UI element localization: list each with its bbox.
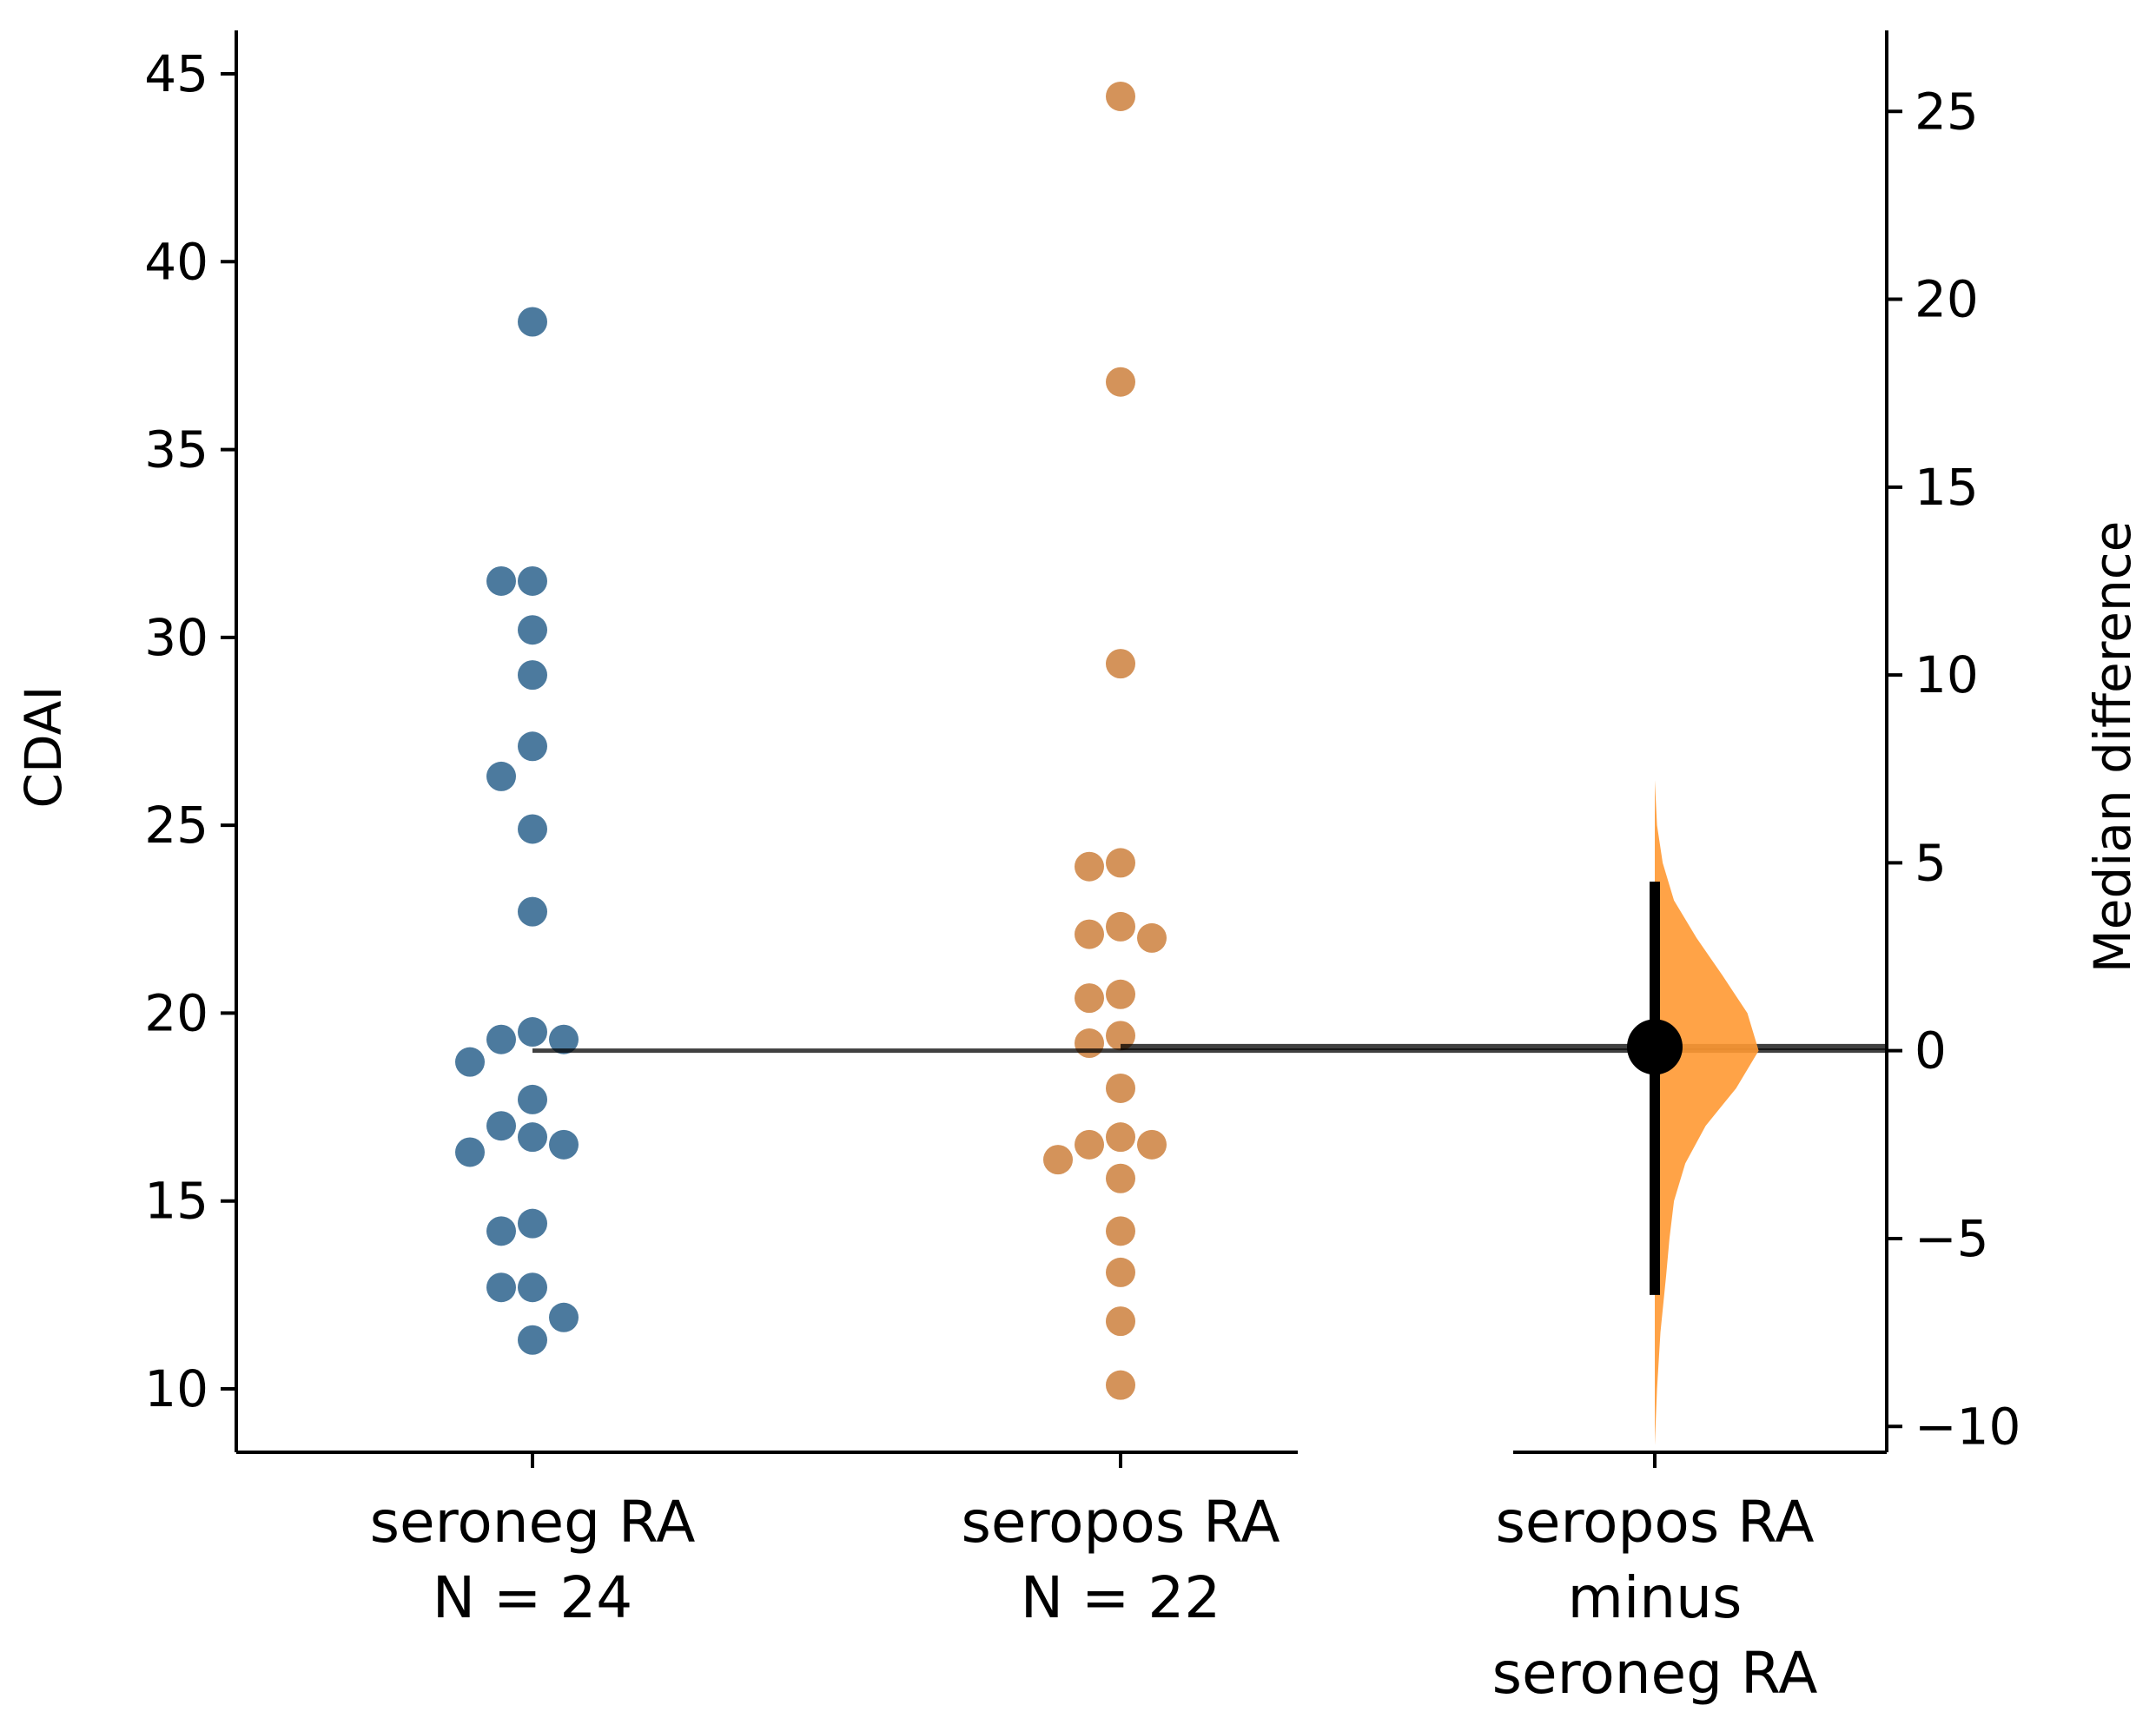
point-group1-1 [518, 565, 547, 596]
point-group2-8 [1106, 979, 1135, 1009]
group-1-n: N = 24 [433, 1564, 633, 1631]
point-group2-17 [1106, 1163, 1135, 1193]
point-group2-7 [1137, 922, 1167, 953]
right-tick-label--10: −10 [1915, 1397, 2020, 1456]
point-group1-11 [549, 1024, 579, 1054]
point-group2-21 [1106, 1370, 1135, 1400]
right-tick-label-5: 5 [1915, 833, 1947, 892]
point-group2-18 [1106, 1216, 1135, 1246]
point-group1-2 [486, 565, 516, 596]
point-group1-9 [518, 1017, 547, 1048]
left-tick-label-30: 30 [144, 608, 208, 667]
point-group1-5 [518, 731, 547, 762]
difference-layer [532, 780, 1887, 1445]
point-group1-6 [486, 761, 516, 791]
group-2-name: seropos RA [961, 1489, 1280, 1556]
point-group1-15 [518, 1122, 547, 1153]
point-group2-13 [1106, 1122, 1135, 1153]
point-group2-16 [1043, 1145, 1073, 1175]
point-group2-15 [1137, 1129, 1167, 1160]
left-axis-title: CDAI [14, 686, 73, 809]
point-group1-23 [518, 1325, 547, 1355]
left-tick-label-20: 20 [144, 983, 208, 1042]
point-group2-11 [1075, 1028, 1104, 1059]
point-group1-16 [549, 1129, 579, 1160]
right-tick-label-0: 0 [1915, 1021, 1947, 1081]
point-group1-0 [518, 307, 547, 337]
median-difference-point [1627, 1019, 1683, 1075]
point-group1-8 [518, 896, 547, 927]
point-group1-4 [518, 660, 547, 691]
right-tick-label-25: 25 [1915, 82, 1979, 141]
point-group1-21 [486, 1272, 516, 1303]
point-group2-20 [1106, 1306, 1135, 1337]
point-group1-7 [518, 814, 547, 844]
point-group2-19 [1106, 1257, 1135, 1287]
left-axis-ticks: 10 15 20 25 30 35 40 45 [144, 44, 236, 1418]
point-group2-0 [1106, 81, 1135, 111]
point-group1-22 [549, 1302, 579, 1332]
right-tick-label-20: 20 [1915, 270, 1979, 329]
left-tick-label-40: 40 [144, 232, 208, 291]
left-tick-label-10: 10 [144, 1359, 208, 1418]
right-tick-label-15: 15 [1915, 458, 1979, 517]
point-group2-6 [1075, 919, 1104, 949]
left-tick-label-25: 25 [144, 796, 208, 855]
point-group2-2 [1106, 649, 1135, 679]
point-group2-3 [1106, 848, 1135, 878]
point-group2-9 [1075, 983, 1104, 1014]
right-tick-label-10: 10 [1915, 645, 1979, 704]
point-group1-14 [486, 1111, 516, 1141]
point-group2-14 [1075, 1129, 1104, 1160]
point-group1-13 [518, 1084, 547, 1114]
difference-label-line-3: seroneg RA [1492, 1640, 1818, 1707]
point-group1-12 [455, 1047, 485, 1077]
point-group2-5 [1106, 911, 1135, 942]
group-1-name: seroneg RA [370, 1489, 696, 1556]
left-tick-label-45: 45 [144, 44, 208, 103]
point-group1-3 [518, 615, 547, 645]
point-group1-20 [518, 1272, 547, 1303]
right-axis-ticks: −10 −5 0 5 10 15 20 25 [1887, 82, 2020, 1456]
difference-label-line-2: minus [1568, 1564, 1743, 1631]
point-group2-4 [1075, 851, 1104, 882]
swarm-points [455, 81, 1167, 1400]
point-group1-10 [486, 1024, 516, 1054]
point-group1-18 [518, 1208, 547, 1239]
difference-label-line-1: seropos RA [1495, 1489, 1814, 1556]
right-axis-title: Median difference [2083, 521, 2142, 974]
point-group2-1 [1106, 367, 1135, 397]
left-tick-label-35: 35 [144, 420, 208, 479]
left-tick-label-15: 15 [144, 1172, 208, 1231]
point-group2-12 [1106, 1073, 1135, 1103]
point-group2-10 [1106, 1021, 1135, 1051]
group-2-n: N = 22 [1021, 1564, 1221, 1631]
point-group1-17 [455, 1137, 485, 1167]
point-group1-19 [486, 1216, 516, 1246]
right-tick-label--5: −5 [1915, 1209, 1989, 1268]
bootstrap-distribution [1655, 780, 1759, 1445]
